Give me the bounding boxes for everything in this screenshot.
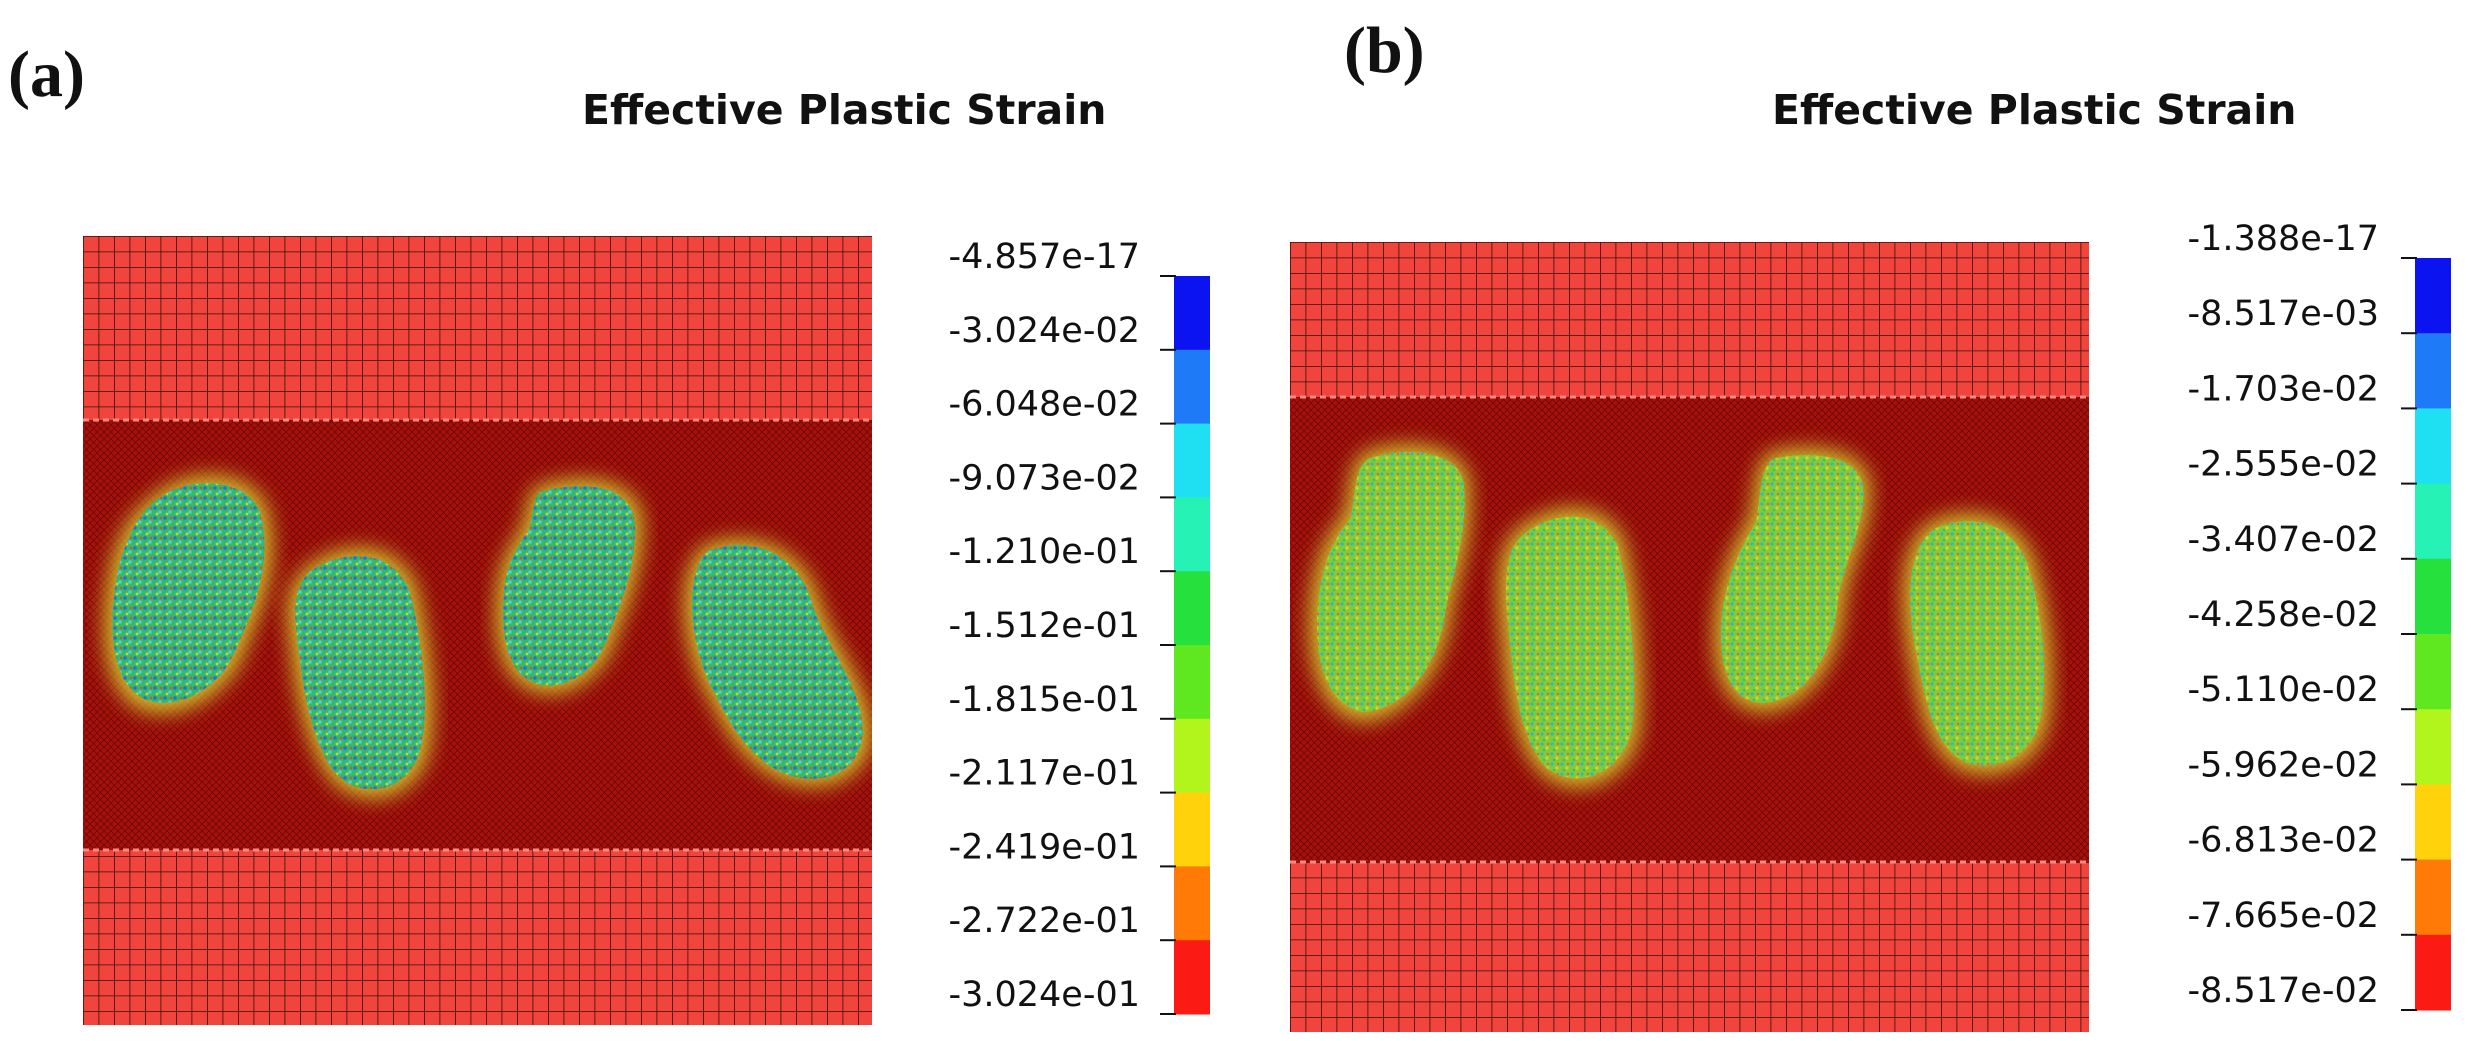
colorbar-tick-label: -6.048e-02 [948,385,1140,425]
colorbar-tick-label: -9.073e-02 [948,458,1140,498]
panel-b-particle-4 [1902,513,2052,775]
colorbar-tick-label: -5.962e-02 [2187,745,2379,785]
colorbar-tick-label: -2.722e-01 [948,901,1140,941]
panel-a-particle-1 [104,474,273,714]
colorbar-segment [2415,709,2451,785]
colorbar-segment [2415,408,2451,485]
panel-b-title: Effective Plastic Strain [1772,86,2297,134]
colorbar-segment [1174,349,1210,425]
colorbar-tick-label: -2.117e-01 [948,754,1140,794]
colorbar-segment [1174,276,1210,351]
colorbar-tick-label: -1.388e-17 [2187,219,2379,259]
colorbar-tick-label: -3.024e-02 [948,311,1140,351]
colorbar-tick-label: -2.555e-02 [2187,445,2379,485]
panel-a-particle-4 [684,538,872,787]
panel-a-particle-2 [287,547,434,799]
panel-a-simulation-image [83,236,872,1025]
colorbar-segment [2415,784,2451,861]
panel-a-title: Effective Plastic Strain [582,86,1107,134]
colorbar-tick-label: -2.419e-01 [948,827,1140,867]
colorbar-tick-label: -1.512e-01 [948,606,1140,646]
colorbar-tick-label: -3.024e-01 [948,975,1140,1015]
colorbar-tick-label: -1.210e-01 [948,532,1140,572]
colorbar-segment [2415,558,2451,635]
panel-a-label: (a) [8,38,85,111]
colorbar-tick-label: -8.517e-03 [2187,294,2379,334]
colorbar-tick-label: -7.665e-02 [2187,896,2379,936]
colorbar-segment [1174,866,1210,941]
colorbar-segment [2415,859,2451,936]
panel-b-label: (b) [1344,14,1425,87]
panel-b-particle-3 [1713,447,1871,712]
colorbar-segment [2415,934,2451,1011]
colorbar-tick-label: -1.815e-01 [948,680,1140,720]
colorbar-tick-label: -6.813e-02 [2187,821,2379,861]
colorbar-segment [1174,645,1210,720]
colorbar-segment [1174,792,1210,867]
panel-b-colorbar: -1.388e-17 -8.517e-03 -1.703e-02 -2.555e-02… [2187,219,2451,1011]
colorbar-segment [1174,423,1210,498]
colorbar-segment [2415,634,2451,710]
colorbar-segment [2415,483,2451,560]
panel-b-particle-2 [1498,507,1642,788]
colorbar-segment [2415,258,2451,334]
colorbar-segment [2415,333,2451,409]
colorbar-tick-label: -8.517e-02 [2187,971,2379,1011]
colorbar-tick-label: -1.703e-02 [2187,369,2379,409]
colorbar-tick-label: -4.258e-02 [2187,595,2379,635]
panel-b-particle-1 [1308,444,1471,722]
panel-a-colorbar: -4.857e-17 -3.024e-02 -6.048e-02 -9.073e-02… [948,237,1210,1015]
colorbar-tick-label: -3.407e-02 [2187,520,2379,560]
colorbar-segment [1174,940,1210,1015]
colorbar-segment [1174,571,1210,646]
panel-b-simulation-image [1290,242,2089,1032]
colorbar-segment [1174,718,1210,794]
colorbar-tick-label: -5.110e-02 [2187,670,2379,710]
colorbar-tick-label: -4.857e-17 [948,237,1140,277]
panel-a-particle-3 [495,478,643,694]
colorbar-segment [1174,497,1210,572]
